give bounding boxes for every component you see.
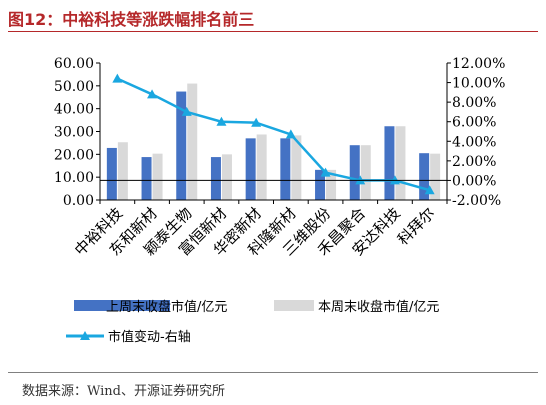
change-line xyxy=(116,77,430,192)
legend-swatch-this-week xyxy=(274,300,314,311)
bar-last-week xyxy=(384,126,395,200)
legend-label-this-week: 本周末收盘市值/亿元 xyxy=(318,299,439,315)
bar-last-week xyxy=(245,138,256,200)
bar-last-week xyxy=(106,147,117,200)
title-rule xyxy=(8,31,538,32)
legend-triangle-marker xyxy=(80,331,90,340)
bars-layer xyxy=(106,83,441,200)
legend-label-change: 市值变动-右轴 xyxy=(108,329,191,345)
bar-this-week xyxy=(221,154,232,200)
left-tick-label: 60.00 xyxy=(54,56,94,72)
bar-last-week xyxy=(176,91,187,200)
bar-last-week xyxy=(419,153,430,200)
change-marker xyxy=(320,167,331,177)
left-tick-label: 30.00 xyxy=(54,125,94,141)
change-marker xyxy=(251,117,262,127)
bar-this-week xyxy=(360,145,371,200)
right-tick-label: 6.00% xyxy=(452,115,496,131)
bar-last-week xyxy=(349,145,360,200)
right-tick-label: 12.00% xyxy=(452,56,505,72)
figure-title: 图12：中裕科技等涨跌幅排名前三 xyxy=(8,10,255,29)
right-tick-label: 4.00% xyxy=(452,134,496,150)
left-tick-label: 50.00 xyxy=(54,79,94,95)
right-tick-label: -2.00% xyxy=(452,193,501,209)
change-marker xyxy=(285,129,296,139)
bar-this-week xyxy=(430,153,441,200)
change-marker xyxy=(112,73,123,83)
bar-this-week xyxy=(291,135,302,200)
legend-swatch-last-week xyxy=(74,300,170,311)
left-tick-label: 40.00 xyxy=(54,102,94,118)
bar-last-week xyxy=(315,169,326,200)
chart: 0.00 10.00 20.00 30.00 40.00 50.00 60.00 -2.00%… xyxy=(54,56,505,345)
right-tick-label: 10.00% xyxy=(452,76,505,92)
right-tick-label: 2.00% xyxy=(452,154,496,170)
change-marker xyxy=(147,89,158,99)
bar-last-week xyxy=(280,138,291,200)
bar-this-week xyxy=(256,134,267,200)
left-tick-label: 10.00 xyxy=(54,170,94,186)
bar-this-week xyxy=(187,83,198,200)
right-tick-label: 0.00% xyxy=(452,173,496,189)
bar-this-week xyxy=(117,142,128,200)
change-marker xyxy=(216,116,227,126)
bar-last-week xyxy=(141,157,152,200)
right-tick-label: 8.00% xyxy=(452,95,496,111)
left-tick-label: 0.00 xyxy=(63,193,94,209)
bar-this-week xyxy=(152,153,163,200)
legend: 上周末收盘市值/亿元 本周末收盘市值/亿元 市值变动-右轴 xyxy=(66,299,439,345)
bar-this-week xyxy=(395,126,406,200)
bar-this-week xyxy=(326,169,337,200)
change-marker xyxy=(181,106,192,116)
left-tick-label: 20.00 xyxy=(54,147,94,163)
x-tick-label: 科拜尔 xyxy=(394,204,439,249)
source-rule xyxy=(8,372,538,373)
bar-last-week xyxy=(210,157,221,200)
source-note: 数据来源：Wind、开源证券研究所 xyxy=(22,384,225,399)
change-marker xyxy=(424,185,435,195)
legend-label-last-week: 上周末收盘市值/亿元 xyxy=(106,299,227,315)
